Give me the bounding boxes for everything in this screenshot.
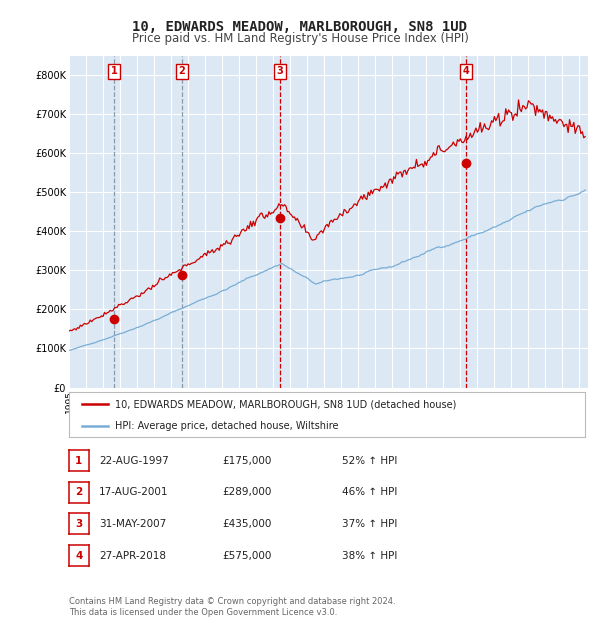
- Text: 52% ↑ HPI: 52% ↑ HPI: [342, 456, 397, 466]
- Text: £435,000: £435,000: [222, 519, 271, 529]
- Text: 38% ↑ HPI: 38% ↑ HPI: [342, 551, 397, 560]
- Text: 1: 1: [75, 456, 83, 466]
- Text: 2: 2: [75, 487, 83, 497]
- Text: 3: 3: [277, 66, 284, 76]
- Text: Price paid vs. HM Land Registry's House Price Index (HPI): Price paid vs. HM Land Registry's House …: [131, 32, 469, 45]
- Text: 17-AUG-2001: 17-AUG-2001: [99, 487, 169, 497]
- Text: HPI: Average price, detached house, Wiltshire: HPI: Average price, detached house, Wilt…: [115, 421, 339, 431]
- Text: Contains HM Land Registry data © Crown copyright and database right 2024.
This d: Contains HM Land Registry data © Crown c…: [69, 598, 395, 617]
- Text: 37% ↑ HPI: 37% ↑ HPI: [342, 519, 397, 529]
- Text: 10, EDWARDS MEADOW, MARLBOROUGH, SN8 1UD: 10, EDWARDS MEADOW, MARLBOROUGH, SN8 1UD: [133, 20, 467, 33]
- Text: £289,000: £289,000: [222, 487, 271, 497]
- Text: 4: 4: [75, 551, 83, 560]
- Text: £575,000: £575,000: [222, 551, 271, 560]
- Text: 2: 2: [178, 66, 185, 76]
- Text: 3: 3: [75, 519, 83, 529]
- Text: 1: 1: [110, 66, 117, 76]
- Text: 31-MAY-2007: 31-MAY-2007: [99, 519, 166, 529]
- Text: 27-APR-2018: 27-APR-2018: [99, 551, 166, 560]
- Text: 22-AUG-1997: 22-AUG-1997: [99, 456, 169, 466]
- Text: £175,000: £175,000: [222, 456, 271, 466]
- Text: 10, EDWARDS MEADOW, MARLBOROUGH, SN8 1UD (detached house): 10, EDWARDS MEADOW, MARLBOROUGH, SN8 1UD…: [115, 399, 457, 409]
- Text: 46% ↑ HPI: 46% ↑ HPI: [342, 487, 397, 497]
- Text: 4: 4: [463, 66, 469, 76]
